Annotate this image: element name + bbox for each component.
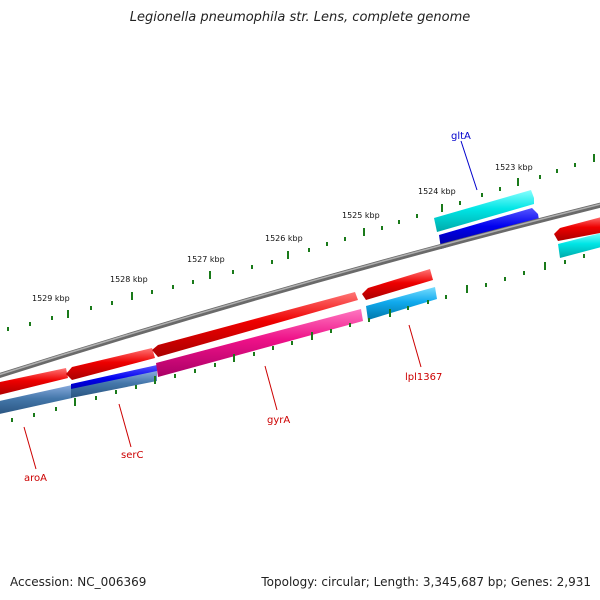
genome-backbone-highlight bbox=[0, 203, 600, 376]
genome-backbone bbox=[0, 202, 600, 379]
blast-hit-pink-gyrA bbox=[156, 309, 363, 377]
scale-label: 1524 kbp bbox=[418, 187, 456, 196]
inner-tick-track bbox=[11, 254, 585, 422]
scale-label: 1527 kbp bbox=[187, 255, 225, 264]
leader-gyrA bbox=[264, 365, 278, 411]
scale-label: 1529 kbp bbox=[32, 294, 70, 303]
blast-hit-steel-left bbox=[0, 385, 72, 414]
outer-tick-track bbox=[7, 154, 595, 331]
accession-text: Accession: NC_006369 bbox=[10, 575, 147, 589]
scale-label: 1528 kbp bbox=[110, 275, 148, 284]
gene-label-gyrA: gyrA bbox=[267, 415, 290, 426]
cds-aroA bbox=[0, 368, 68, 395]
scale-label: 1526 kbp bbox=[265, 234, 303, 243]
blast-hit-cyan-right bbox=[558, 233, 600, 258]
gene-label-aroA: aroA bbox=[24, 473, 47, 484]
scale-label: 1523 kbp bbox=[495, 163, 533, 172]
cds-lpl1367 bbox=[362, 269, 433, 300]
leader-lpl1367 bbox=[408, 324, 422, 368]
gene-label-gltA: gltA bbox=[451, 131, 471, 142]
blast-hit-steel-serC bbox=[71, 371, 157, 398]
gene-label-lpl1367: lpl1367 bbox=[405, 372, 442, 383]
genome-summary-text: Topology: circular; Length: 3,345,687 bp… bbox=[261, 575, 591, 589]
gene-label-serC: serC bbox=[121, 450, 143, 461]
cds-right-red bbox=[554, 217, 600, 241]
map-title: Legionella pneumophila str. Lens, comple… bbox=[129, 10, 471, 25]
blast-hit-sky-lpl1367 bbox=[366, 287, 437, 320]
cds-gyrA bbox=[152, 292, 358, 357]
cds-serC bbox=[66, 348, 155, 380]
scale-label: 1525 kbp bbox=[342, 211, 380, 220]
leader-aroA bbox=[23, 426, 37, 470]
leader-serC bbox=[118, 403, 132, 448]
blast-hit-cyan bbox=[434, 190, 534, 232]
leader-gltA bbox=[460, 140, 478, 191]
